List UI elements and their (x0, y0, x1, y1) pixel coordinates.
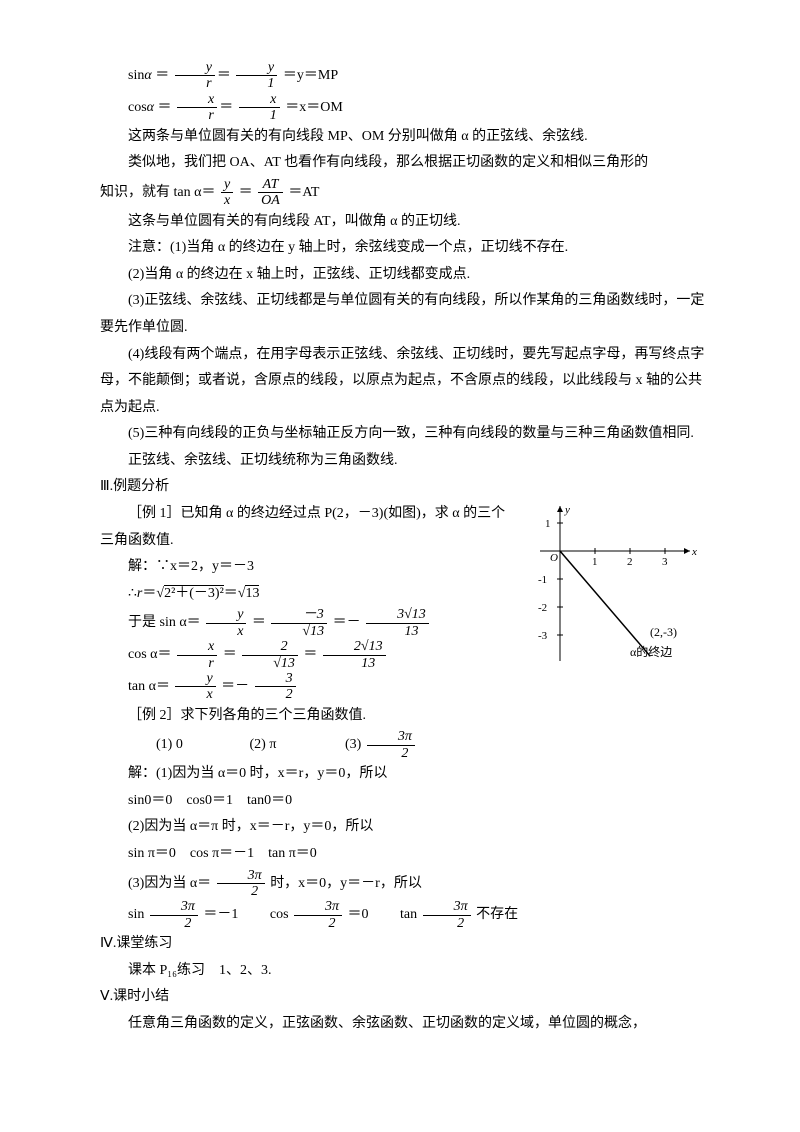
paragraph: 类似地，我们把 OA、AT 也看作有向线段，那么根据正切函数的定义和相似三角形的 (100, 150, 710, 177)
example-1-title: ［例 1］已知角 α 的终边经过点 P(2，－3)(如图)，求 α 的三个三角函… (100, 501, 510, 554)
example-1-step: ∴r＝√2²＋(－3)²＝√13 (100, 581, 510, 608)
example-1-sin: 于是 sin α＝ yx ＝ －3√13 ＝－ 3√1313 (100, 607, 510, 639)
example-2-sol-1b: sin0＝0 cos0＝1 tan0＝0 (100, 788, 710, 815)
svg-text:-2: -2 (538, 602, 547, 614)
equation-sin: sinα ＝ yr＝ y1 ＝y＝MP (100, 60, 710, 92)
example-1-step: 解：∵x＝2，y＝－3 (100, 554, 510, 581)
note-3: (3)正弦线、余弦线、正切线都是与单位圆有关的有向线段，所以作某角的三角函数线时… (100, 288, 710, 341)
example-2-sol-2: (2)因为当 α＝π 时，x＝－r，y＝0，所以 (100, 814, 710, 841)
example-1-tan: tan α＝ yx ＝－ 32 (100, 671, 510, 703)
paragraph: 正弦线、余弦线、正切线统称为三角函数线. (100, 448, 710, 475)
example-2-sol-3b: sin 3π2 ＝－1 cos 3π2 ＝0 tan 3π2 不存在 (100, 899, 710, 931)
label: sin (128, 68, 144, 83)
example-1-cos: cos α＝ xr ＝ 2√13 ＝ 2√1313 (100, 639, 510, 671)
example-2-sol-1: 解：(1)因为当 α＝0 时，x＝r，y＝0，所以 (100, 761, 710, 788)
section-4-text: 课本 P₁₆练习 1、2、3. (100, 958, 710, 985)
note-2: (2)当角 α 的终边在 x 轴上时，正弦线、正切线都变成点. (100, 262, 710, 289)
svg-text:y: y (564, 504, 570, 516)
coordinate-graph: O x y 1 2 3 1 -1 -2 -3 (2,-3) α的终边 (520, 501, 700, 671)
section-4-heading: Ⅳ.课堂练习 (100, 931, 710, 958)
svg-text:-1: -1 (538, 574, 547, 586)
label: cos (128, 100, 147, 115)
svg-text:x: x (691, 546, 697, 558)
note-4: (4)线段有两个端点，在用字母表示正弦线、余弦线、正切线时，要先写起点字母，再写… (100, 342, 710, 422)
paragraph: 这条与单位圆有关的有向线段 AT，叫做角 α 的正切线. (100, 209, 710, 236)
note-5: (5)三种有向线段的正负与坐标轴正反方向一致，三种有向线段的数量与三种三角函数值… (100, 421, 710, 448)
svg-text:-3: -3 (538, 630, 548, 642)
svg-text:1: 1 (592, 556, 598, 568)
svg-text:α的终边: α的终边 (630, 644, 672, 659)
paragraph: 这两条与单位圆有关的有向线段 MP、OM 分别叫做角 α 的正弦线、余弦线. (100, 124, 710, 151)
note-1: 注意：(1)当角 α 的终边在 y 轴上时，余弦线变成一个点，正切线不存在. (100, 235, 710, 262)
svg-text:1: 1 (545, 518, 551, 530)
equation-cos: cosα ＝ xr＝ x1 ＝x＝OM (100, 92, 710, 124)
section-5-text: 任意角三角函数的定义，正弦函数、余弦函数、正切函数的定义域，单位圆的概念， (100, 1011, 710, 1038)
equation-tan: 知识，就有 tan α＝ yx ＝ ATOA ＝AT (100, 177, 710, 209)
svg-text:O: O (550, 552, 558, 564)
example-2-title: ［例 2］求下列各角的三个三角函数值. (100, 703, 710, 730)
example-2-sol-2b: sin π＝0 cos π＝－1 tan π＝0 (100, 841, 710, 868)
svg-text:3: 3 (662, 556, 668, 568)
example-2-sol-3: (3)因为当 α＝ 3π2 时，x＝0，y＝－r，所以 (100, 868, 710, 900)
svg-text:2: 2 (627, 556, 633, 568)
svg-text:(2,-3): (2,-3) (650, 625, 677, 639)
example-2-options: (1) 0 (2) π (3) 3π2 (100, 729, 710, 761)
section-5-heading: Ⅴ.课时小结 (100, 984, 710, 1011)
section-3-heading: Ⅲ.例题分析 (100, 474, 710, 501)
